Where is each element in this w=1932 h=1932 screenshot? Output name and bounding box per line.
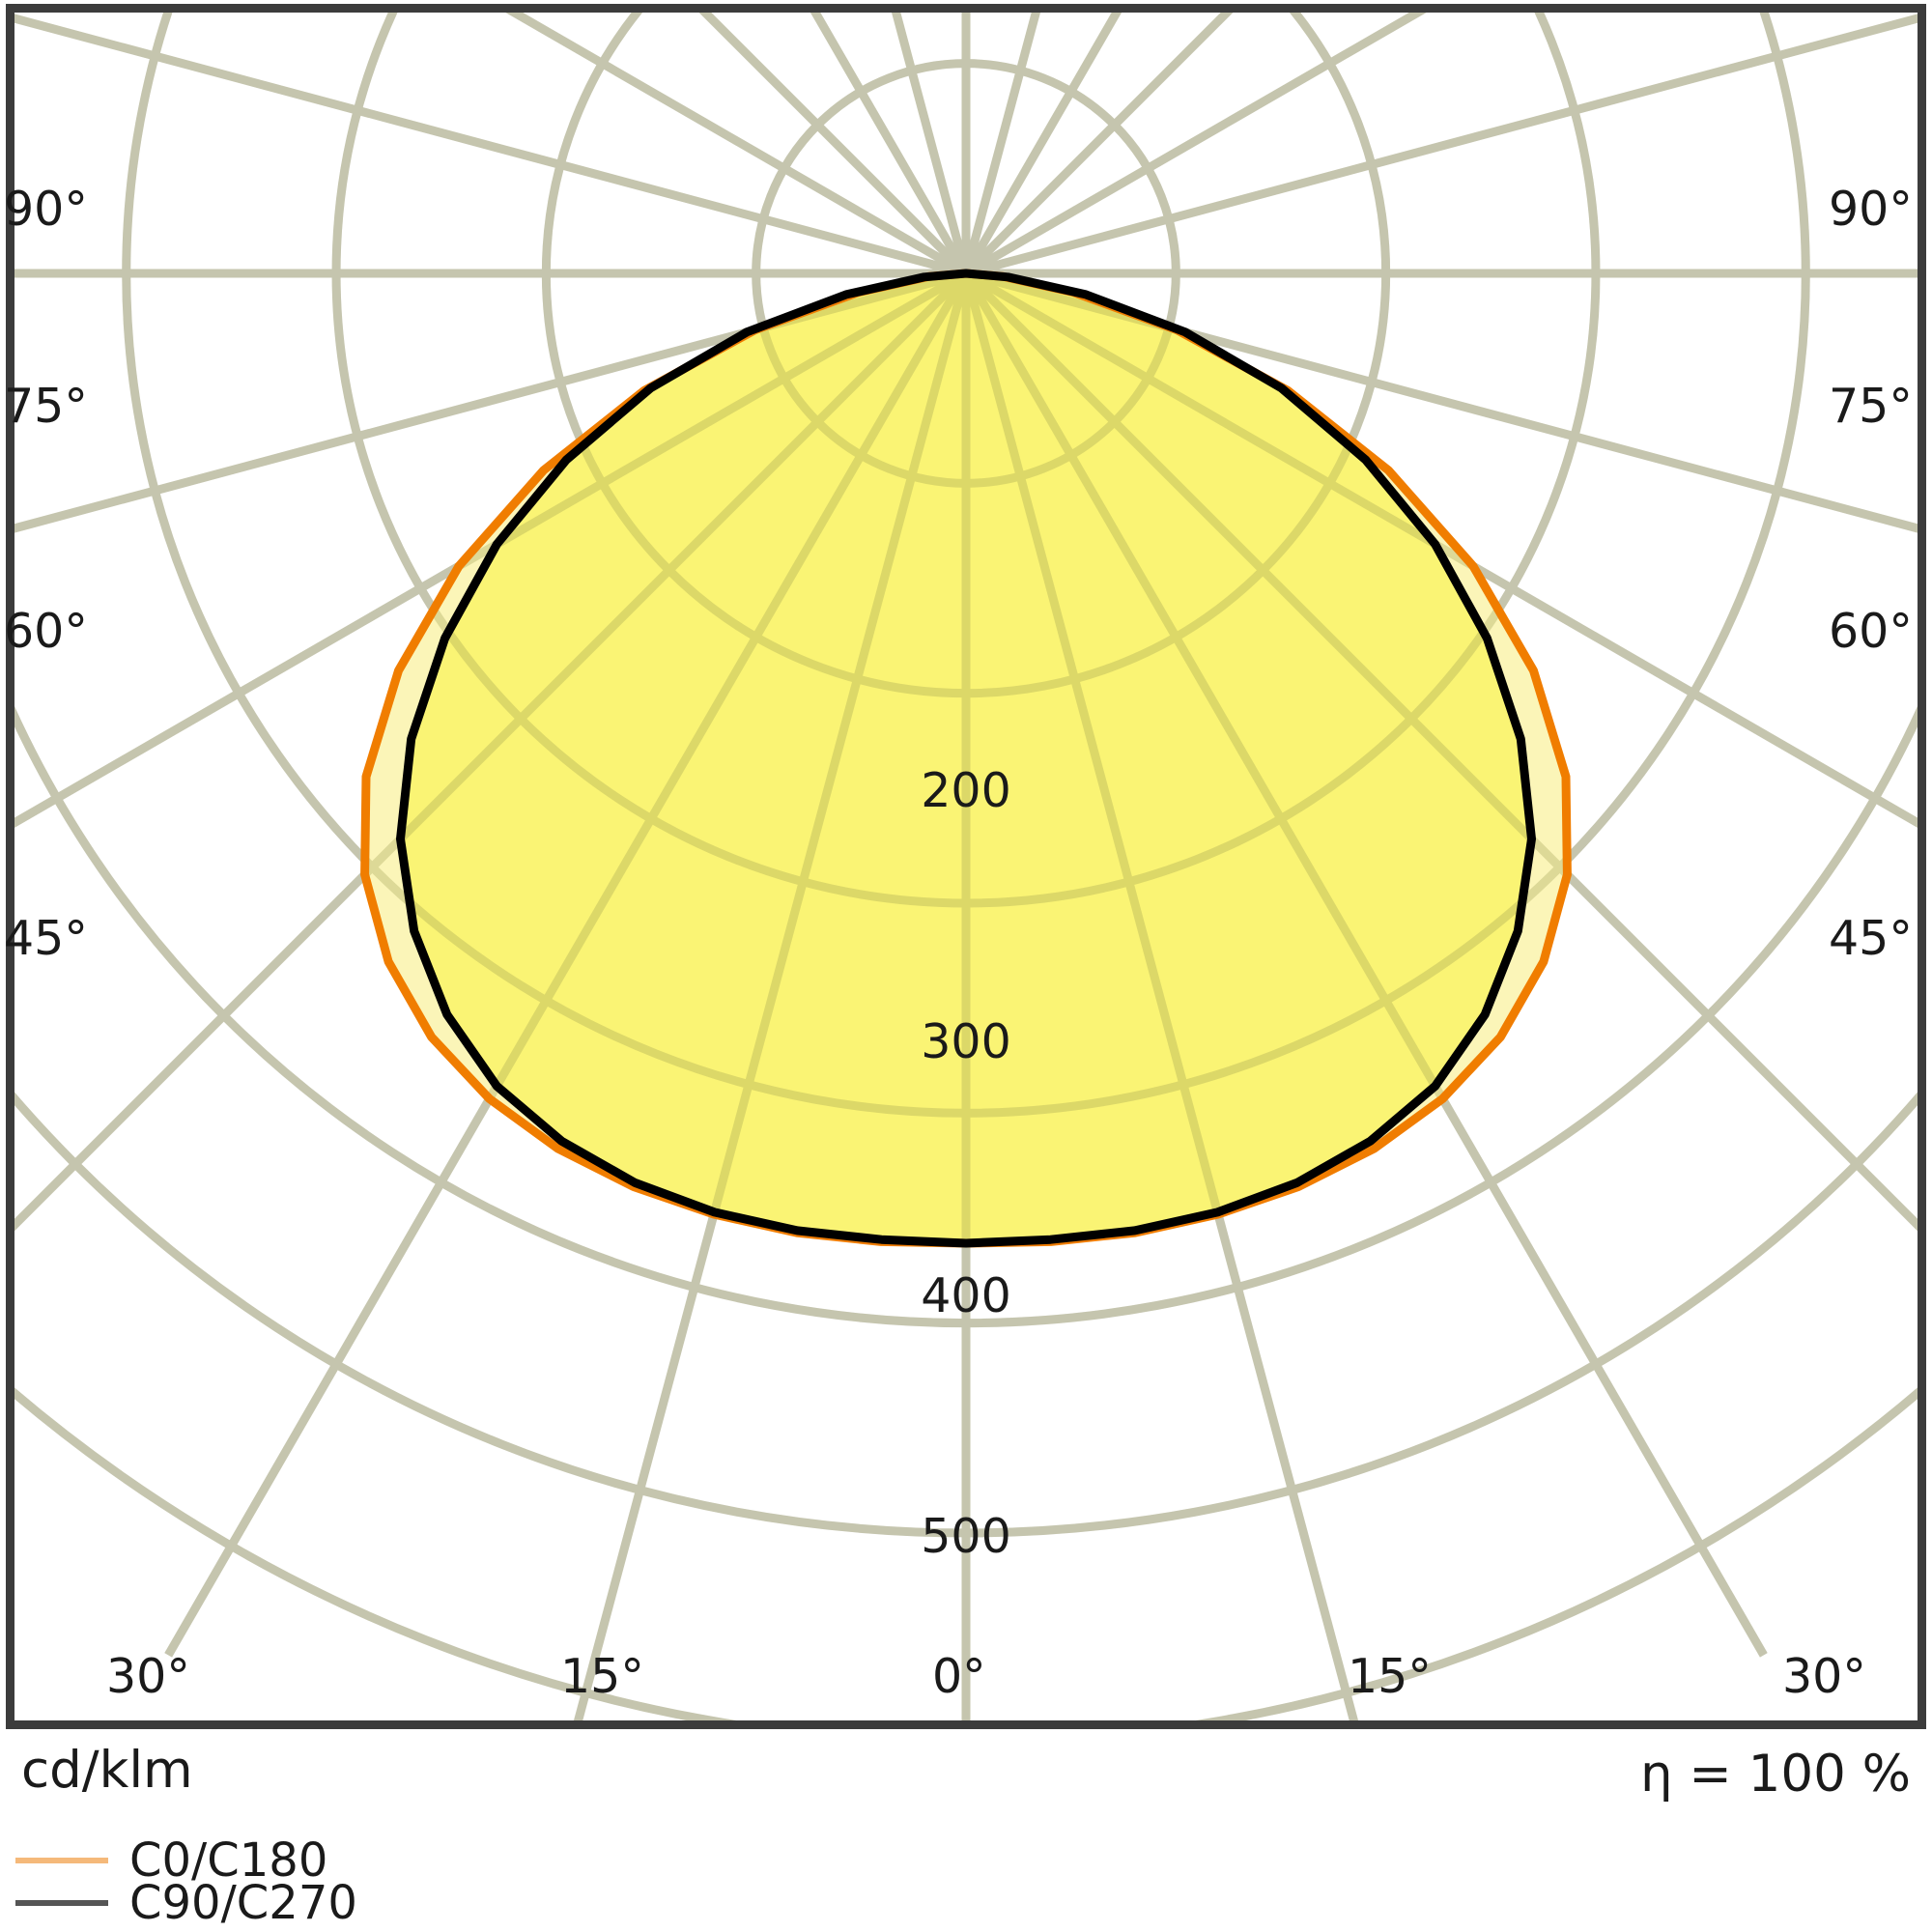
angle-label-left-3: 45° bbox=[4, 911, 88, 966]
legend-label: C0/C180 bbox=[129, 1833, 328, 1888]
efficiency-label: η = 100 % bbox=[1639, 1745, 1911, 1804]
legend-swatch-icon bbox=[15, 1858, 108, 1863]
radial-value-label-2: 400 bbox=[921, 1268, 1011, 1323]
legend-label: C90/C270 bbox=[129, 1876, 357, 1930]
chart-footer: cd/klm η = 100 % C0/C180 C90/C270 bbox=[0, 1731, 1932, 1932]
radial-value-label-3: 500 bbox=[921, 1509, 1011, 1564]
angle-label-right-1: 75° bbox=[1829, 379, 1913, 434]
curve-c90-c270 bbox=[396, 269, 1536, 1248]
legend-swatch-icon bbox=[15, 1900, 108, 1906]
angle-label-left-0: 90° bbox=[4, 182, 88, 237]
angle-label-bottom-4: 30° bbox=[1782, 1649, 1866, 1704]
chart-legend: C0/C180 C90/C270 bbox=[15, 1833, 357, 1930]
angle-label-bottom-1: 15° bbox=[560, 1649, 644, 1704]
polar-grid-overlay bbox=[14, 13, 1918, 1720]
angle-label-right-3: 45° bbox=[1829, 911, 1913, 966]
radial-value-label-0: 200 bbox=[921, 763, 1011, 818]
angle-label-bottom-3: 15° bbox=[1348, 1649, 1432, 1704]
angle-label-left-2: 60° bbox=[4, 604, 88, 659]
polar-chart-canvas bbox=[14, 13, 1918, 1720]
angle-label-left-1: 75° bbox=[4, 379, 88, 434]
angle-label-bottom-0: 30° bbox=[106, 1649, 190, 1704]
angle-label-bottom-2: 0° bbox=[932, 1649, 986, 1704]
unit-label: cd/klm bbox=[21, 1741, 193, 1800]
angle-label-right-0: 90° bbox=[1829, 182, 1913, 237]
legend-item-0: C0/C180 bbox=[15, 1833, 357, 1888]
angle-label-right-2: 60° bbox=[1829, 604, 1913, 659]
legend-item-1: C90/C270 bbox=[15, 1876, 357, 1930]
distribution-fill bbox=[364, 273, 1568, 1243]
radial-value-label-1: 300 bbox=[921, 1014, 1011, 1069]
